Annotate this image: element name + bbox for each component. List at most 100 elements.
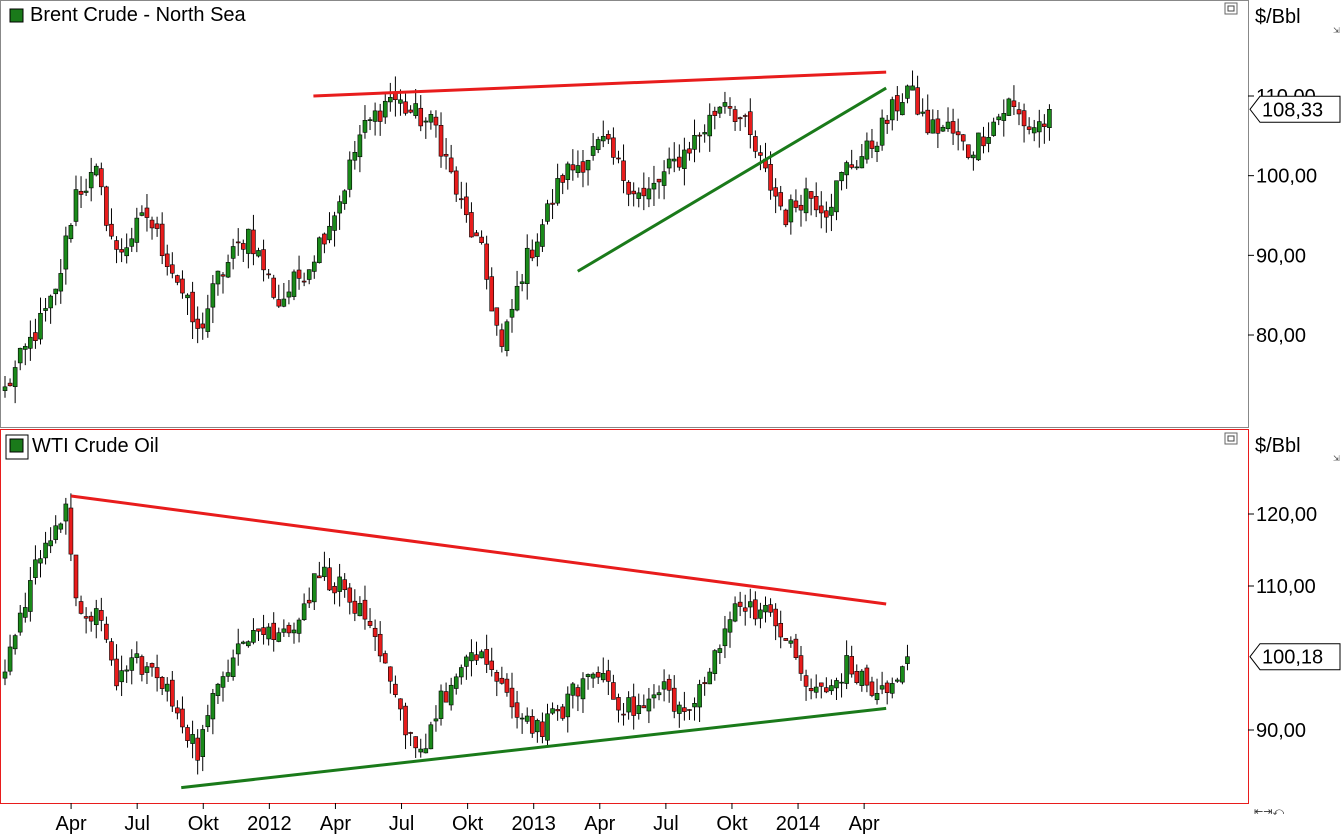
candle-body bbox=[986, 137, 991, 144]
trendline-support[interactable] bbox=[181, 706, 887, 790]
candle bbox=[737, 591, 743, 617]
candle-body bbox=[991, 121, 996, 136]
brent-maximize-button[interactable] bbox=[1224, 2, 1238, 15]
candle bbox=[251, 214, 256, 266]
candle-body bbox=[403, 705, 408, 736]
candle-body bbox=[1031, 127, 1037, 134]
candle-body bbox=[960, 134, 966, 142]
candle-body bbox=[646, 698, 652, 712]
candle-body bbox=[540, 224, 545, 247]
brent-axis-scale-icon[interactable]: ⇲ bbox=[1333, 26, 1340, 35]
candle-body bbox=[611, 137, 616, 158]
x-tick-label: Apr bbox=[56, 813, 87, 835]
candle bbox=[134, 207, 140, 253]
candle bbox=[58, 522, 64, 533]
candle bbox=[514, 690, 520, 729]
candle bbox=[2, 376, 8, 398]
candle bbox=[844, 640, 849, 690]
candle bbox=[139, 654, 145, 682]
candle-body bbox=[362, 120, 368, 133]
trendline-resistance[interactable] bbox=[313, 70, 887, 98]
candle-body bbox=[910, 85, 915, 91]
y-tick-label: 80,00 bbox=[1256, 325, 1306, 347]
candle bbox=[920, 98, 925, 117]
candle bbox=[180, 696, 185, 734]
candle bbox=[818, 191, 824, 229]
candle bbox=[773, 603, 778, 641]
candle bbox=[606, 659, 611, 696]
candle-body bbox=[144, 666, 150, 673]
candle-body bbox=[220, 274, 226, 277]
y-tick-label: 100,00 bbox=[1256, 166, 1317, 188]
candle bbox=[180, 270, 185, 299]
candle-body bbox=[869, 681, 875, 696]
candle-body bbox=[565, 163, 571, 180]
candle bbox=[707, 103, 713, 152]
candle bbox=[215, 270, 221, 296]
candle bbox=[940, 124, 946, 132]
candle bbox=[895, 677, 900, 683]
candle bbox=[418, 738, 424, 758]
candle bbox=[210, 274, 216, 324]
candle-body bbox=[408, 732, 413, 734]
candle-body bbox=[175, 707, 180, 714]
candle-body bbox=[149, 663, 155, 668]
candle-body bbox=[286, 624, 292, 634]
candle bbox=[12, 360, 18, 404]
candle-body bbox=[317, 237, 322, 264]
candle bbox=[271, 612, 277, 652]
candle-body bbox=[864, 140, 870, 160]
candle-body bbox=[448, 684, 454, 706]
candle bbox=[88, 611, 94, 632]
candle-body bbox=[895, 95, 900, 112]
candle-body bbox=[68, 507, 74, 555]
scroll-controls[interactable]: ⇤⇥⤺ bbox=[1254, 806, 1284, 818]
candle bbox=[382, 650, 388, 664]
candle bbox=[266, 269, 271, 279]
candle bbox=[803, 177, 809, 222]
trendline-resistance[interactable] bbox=[70, 494, 887, 606]
candle-body bbox=[585, 674, 591, 678]
candle bbox=[38, 550, 43, 578]
candle-body bbox=[707, 114, 713, 137]
candle-body bbox=[215, 270, 221, 285]
candle bbox=[423, 733, 429, 754]
candle bbox=[905, 644, 910, 671]
candle bbox=[874, 678, 880, 705]
candle bbox=[753, 591, 758, 626]
candle bbox=[651, 684, 657, 709]
candle bbox=[357, 596, 363, 617]
candle-body bbox=[717, 648, 723, 653]
candle bbox=[372, 619, 378, 651]
candle-body bbox=[93, 165, 99, 176]
candle-body bbox=[479, 236, 484, 244]
scroll-arrows-icon[interactable]: ⇤⇥⤺ bbox=[1254, 806, 1284, 818]
x-tick-label: Okt bbox=[452, 813, 484, 835]
candle-body bbox=[798, 204, 804, 211]
candle-body bbox=[808, 191, 814, 199]
candle-body bbox=[200, 323, 206, 329]
candle-body bbox=[438, 690, 444, 719]
candle-body bbox=[874, 145, 880, 152]
candle-body bbox=[180, 708, 185, 728]
candle-body bbox=[519, 717, 525, 720]
candle-body bbox=[332, 215, 337, 231]
candle-body bbox=[626, 697, 631, 713]
candle bbox=[722, 91, 728, 114]
wti-axis-scale-icon[interactable]: ⇲ bbox=[1333, 454, 1340, 463]
x-tick-label: Jul bbox=[124, 813, 150, 835]
candle bbox=[641, 694, 647, 709]
candle-body bbox=[311, 573, 317, 603]
candle bbox=[149, 216, 155, 240]
candle bbox=[159, 675, 165, 696]
candle-body bbox=[636, 192, 642, 199]
candle bbox=[28, 567, 33, 622]
candle bbox=[205, 704, 211, 732]
candle-body bbox=[119, 670, 124, 683]
candle-body bbox=[367, 119, 373, 121]
trendline-support[interactable] bbox=[576, 86, 887, 273]
candle-body bbox=[808, 688, 814, 692]
candle-body bbox=[393, 93, 398, 101]
wti-maximize-button[interactable] bbox=[1224, 432, 1238, 445]
